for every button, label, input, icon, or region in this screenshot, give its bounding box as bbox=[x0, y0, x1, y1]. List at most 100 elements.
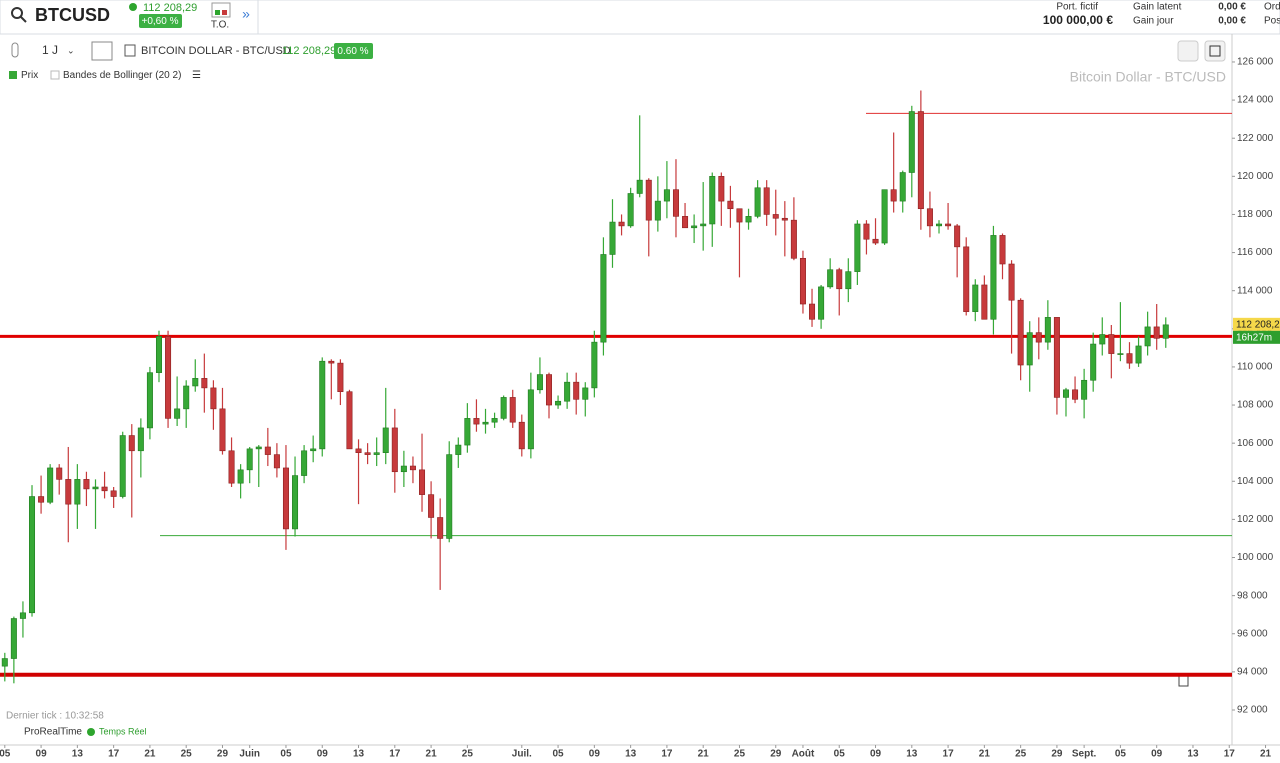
positions[interactable]: Pos bbox=[1264, 16, 1280, 27]
candle-body bbox=[1062, 389, 1069, 398]
y-tick-label: 104 000 bbox=[1237, 476, 1274, 487]
period-arrow[interactable]: ⌄ bbox=[67, 45, 75, 55]
candle-body bbox=[301, 450, 308, 476]
candle-body bbox=[464, 418, 471, 446]
legend-bollinger[interactable]: Bandes de Bollinger (20 2) bbox=[63, 70, 181, 81]
orders[interactable]: Ord bbox=[1264, 2, 1280, 13]
candle-body bbox=[936, 223, 943, 227]
candle-body bbox=[1090, 343, 1097, 381]
candle-body bbox=[500, 397, 507, 419]
scroll-icon[interactable] bbox=[11, 42, 19, 58]
candle-body bbox=[119, 435, 126, 497]
candle-body bbox=[19, 612, 26, 619]
candle-body bbox=[536, 374, 543, 391]
x-tick-label: 09 bbox=[589, 749, 601, 760]
candle-body bbox=[582, 387, 589, 400]
x-tick-label: 21 bbox=[426, 749, 438, 760]
change-badge bbox=[139, 14, 182, 28]
candle-body bbox=[564, 381, 571, 402]
candle-body bbox=[38, 496, 45, 503]
legend-menu[interactable]: ☰ bbox=[192, 70, 201, 81]
candle-body bbox=[645, 179, 652, 221]
chart-type-icon[interactable] bbox=[91, 41, 113, 61]
x-tick-label: 05 bbox=[553, 749, 565, 760]
x-tick-label: 13 bbox=[353, 749, 365, 760]
candle-body bbox=[165, 336, 172, 419]
header-change: +0,60 % bbox=[142, 16, 179, 27]
y-tick-label: 124 000 bbox=[1237, 95, 1274, 106]
y-tick-label: 96 000 bbox=[1237, 628, 1268, 639]
expand[interactable]: » bbox=[242, 6, 250, 22]
candle-body bbox=[954, 225, 961, 248]
window-icon bbox=[1209, 45, 1221, 57]
candle-body bbox=[763, 187, 770, 215]
to-icon[interactable] bbox=[211, 2, 231, 18]
candle-body bbox=[219, 408, 226, 452]
candle-body bbox=[364, 452, 371, 455]
y-tick-label: 94 000 bbox=[1237, 667, 1268, 678]
candle-body bbox=[491, 418, 498, 423]
y-tick-label: 118 000 bbox=[1237, 209, 1273, 220]
search-icon[interactable] bbox=[11, 7, 23, 19]
gain-latent-value: 0,00 € bbox=[1218, 2, 1246, 13]
info-icon[interactable] bbox=[124, 44, 136, 57]
candle-body bbox=[355, 448, 362, 453]
portfolio-value: 100 000,00 € bbox=[1043, 13, 1113, 27]
candle-body bbox=[518, 421, 525, 450]
x-tick-label: Sept. bbox=[1072, 749, 1097, 760]
candle-body bbox=[155, 336, 162, 373]
candle-body bbox=[963, 246, 970, 312]
x-tick-label: 21 bbox=[979, 749, 991, 760]
status-dot bbox=[129, 3, 137, 11]
candle-body bbox=[174, 408, 181, 419]
candle-body bbox=[1017, 299, 1024, 366]
window-button[interactable] bbox=[1204, 40, 1226, 62]
candle-body bbox=[527, 389, 534, 450]
candle-body bbox=[609, 221, 616, 255]
legend-bollinger-box[interactable] bbox=[50, 70, 60, 80]
candle-body bbox=[809, 303, 816, 320]
y-tick-label: 120 000 bbox=[1237, 171, 1274, 182]
y-tick-label: 102 000 bbox=[1237, 514, 1274, 525]
candle-body bbox=[65, 479, 72, 505]
info-marker[interactable] bbox=[1178, 675, 1189, 687]
to-label[interactable]: T.O. bbox=[211, 20, 229, 31]
candle-body bbox=[128, 435, 135, 452]
candle-body bbox=[1117, 353, 1124, 355]
x-tick-label: 25 bbox=[734, 749, 746, 760]
candle-body bbox=[137, 427, 144, 452]
candle-body bbox=[273, 454, 280, 469]
candle-body bbox=[836, 269, 843, 290]
candle-body bbox=[509, 397, 516, 423]
candle-body bbox=[101, 486, 108, 492]
candle-body bbox=[1162, 324, 1169, 339]
candle-body bbox=[146, 372, 153, 429]
toolbar-change-badge bbox=[334, 43, 373, 59]
candle-body bbox=[437, 517, 444, 539]
x-tick-label: 13 bbox=[1187, 749, 1199, 760]
candle-body bbox=[210, 387, 217, 410]
candle-body bbox=[790, 219, 797, 259]
legend-price[interactable]: Prix bbox=[21, 70, 38, 81]
candle-body bbox=[1144, 326, 1151, 347]
candle-body bbox=[545, 374, 552, 406]
candle-body bbox=[654, 200, 661, 221]
legend-price-swatch[interactable] bbox=[9, 71, 17, 79]
candle-body bbox=[446, 454, 453, 539]
candle-body bbox=[981, 284, 988, 320]
candle-body bbox=[400, 465, 407, 473]
candle-body bbox=[1081, 379, 1088, 400]
symbol[interactable]: BTCUSD bbox=[35, 5, 110, 25]
candle-body bbox=[818, 286, 825, 320]
candle-body bbox=[872, 238, 879, 244]
x-tick-label: Juin bbox=[239, 749, 260, 760]
x-tick-label: 21 bbox=[698, 749, 710, 760]
candle-body bbox=[110, 490, 117, 497]
x-tick-label: 05 bbox=[1115, 749, 1127, 760]
candle-body bbox=[183, 385, 190, 410]
candle-body bbox=[618, 221, 625, 227]
candle-body bbox=[990, 235, 997, 320]
settings-button[interactable] bbox=[1177, 40, 1199, 62]
period[interactable]: 1 J bbox=[42, 43, 58, 57]
